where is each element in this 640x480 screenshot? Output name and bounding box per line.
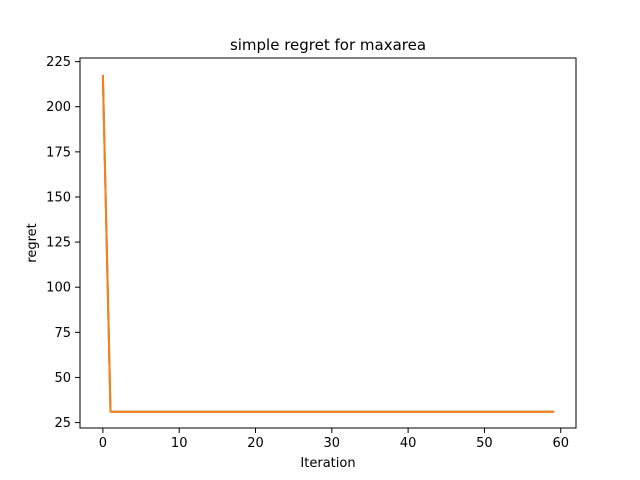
y-axis-label: regret (25, 223, 40, 262)
series-layer (101, 75, 555, 413)
y-tick-label: 125 (46, 236, 71, 251)
x-tick-label: 0 (99, 436, 107, 451)
y-tick-label: 75 (54, 326, 71, 341)
y-tick-label: 175 (46, 145, 71, 160)
y-tick-label: 100 (46, 281, 71, 296)
x-tick-label: 40 (400, 436, 417, 451)
chart-title: simple regret for maxarea (230, 36, 426, 54)
y-tick-label: 25 (54, 416, 71, 431)
plot-frame (79, 57, 577, 429)
y-tick-label: 150 (46, 190, 71, 205)
x-tick-label: 10 (171, 436, 188, 451)
y-tick-label: 200 (46, 100, 71, 115)
x-tick-label: 60 (552, 436, 569, 451)
x-axis-label: Iteration (300, 456, 355, 471)
x-tick-label: 30 (324, 436, 341, 451)
series-line-2 (101, 75, 555, 413)
x-tick-label: 20 (247, 436, 264, 451)
x-tick-label: 50 (476, 436, 493, 451)
y-tick-label: 225 (46, 55, 71, 70)
y-tick-label: 50 (54, 371, 71, 386)
axes-layer: 0 10 20 30 40 50 60 25 50 75 100 125 150 175 200 225 (46, 55, 569, 451)
